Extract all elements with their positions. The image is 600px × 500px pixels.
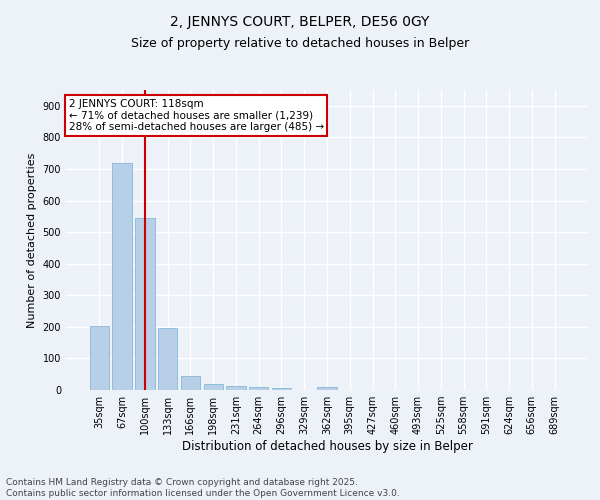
- Text: Contains HM Land Registry data © Crown copyright and database right 2025.
Contai: Contains HM Land Registry data © Crown c…: [6, 478, 400, 498]
- Bar: [203, 384, 223, 390]
- Text: 2, JENNYS COURT, BELPER, DE56 0GY: 2, JENNYS COURT, BELPER, DE56 0GY: [170, 15, 430, 29]
- Bar: [112, 162, 132, 390]
- Bar: [135, 218, 155, 390]
- Text: 2 JENNYS COURT: 118sqm
← 71% of detached houses are smaller (1,239)
28% of semi-: 2 JENNYS COURT: 118sqm ← 71% of detached…: [68, 99, 324, 132]
- Bar: [158, 328, 178, 390]
- Y-axis label: Number of detached properties: Number of detached properties: [27, 152, 37, 328]
- Bar: [226, 386, 245, 390]
- Bar: [272, 388, 291, 390]
- Bar: [249, 387, 268, 390]
- X-axis label: Distribution of detached houses by size in Belper: Distribution of detached houses by size …: [182, 440, 472, 453]
- Bar: [317, 388, 337, 390]
- Bar: [181, 376, 200, 390]
- Text: Size of property relative to detached houses in Belper: Size of property relative to detached ho…: [131, 38, 469, 51]
- Bar: [90, 326, 109, 390]
